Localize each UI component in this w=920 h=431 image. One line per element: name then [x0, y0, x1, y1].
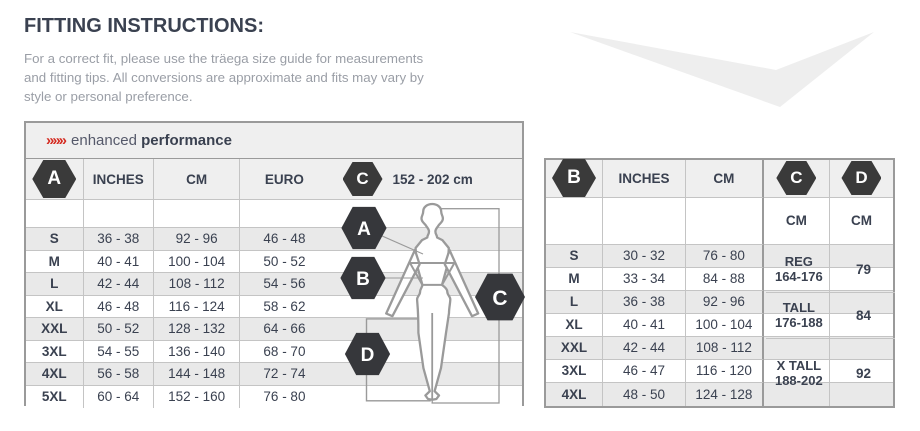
- svg-text:A: A: [357, 219, 371, 240]
- svg-text:D: D: [361, 345, 375, 366]
- svg-text:C: C: [492, 287, 507, 310]
- svg-text:B: B: [356, 269, 370, 290]
